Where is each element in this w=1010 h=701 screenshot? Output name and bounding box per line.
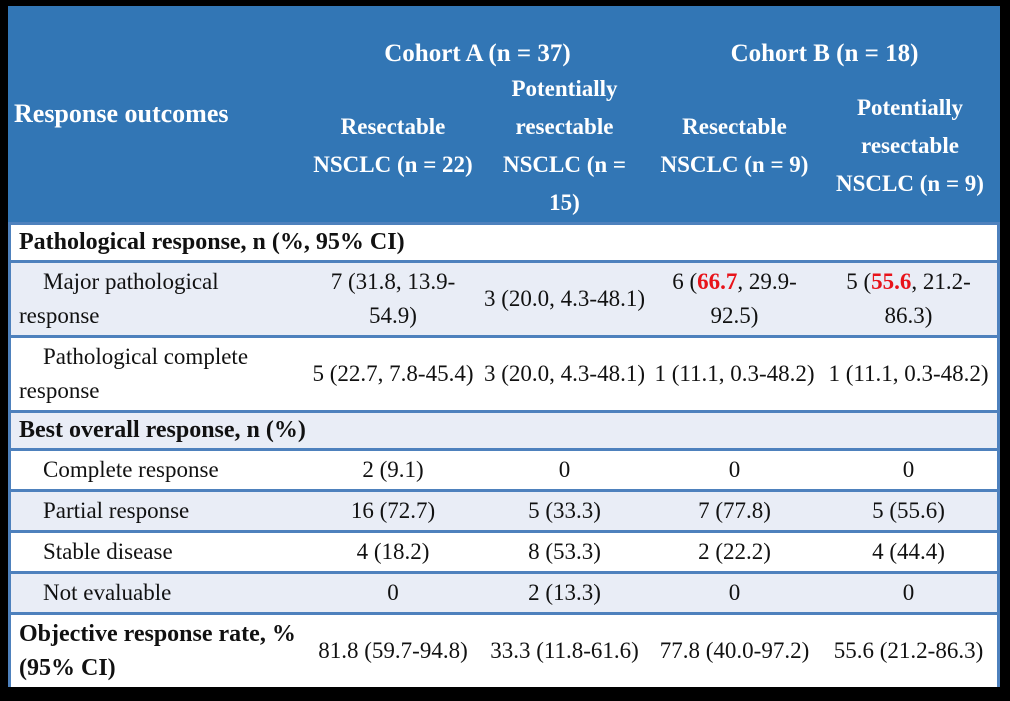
table-row: Major pathological response 7 (31.8, 13.9… — [11, 260, 997, 335]
table-row: Objective response rate, % (95% CI) 81.8 … — [11, 612, 997, 687]
table-row: Partial response 16 (72.7) 5 (33.3) 7 (77.8… — [11, 489, 997, 530]
value-cell: 2 (22.2) — [698, 539, 771, 564]
value-cell: 3 (20.0, 4.3-48.1) — [484, 286, 645, 311]
value-cell: 1 (11.1, 0.3-48.2) — [654, 361, 815, 386]
value-cell: 0 — [387, 580, 399, 605]
row-label-header: Response outcomes — [14, 99, 229, 128]
column-header-resectable-a: Resectable NSCLC (n = 22) — [313, 114, 473, 177]
row-label: Not evaluable — [43, 580, 172, 605]
row-label: Pathological complete response — [19, 344, 249, 403]
table-row: Pathological complete response 5 (22.7, 7… — [11, 335, 997, 410]
value-cell: 0 — [728, 457, 741, 482]
value-cell: 0 — [558, 457, 571, 482]
value-cell: 5 (55.6, 21.2-86.3) — [846, 269, 971, 328]
highlighted-value: 55.6 — [871, 269, 912, 294]
value-cell: 5 (33.3) — [528, 498, 601, 523]
section-label: Best overall response, n (%) — [19, 417, 306, 443]
value-cell: 6 (66.7, 29.9-92.5) — [672, 269, 797, 328]
value-cell: 5 (55.6) — [872, 498, 945, 523]
value-cell: 0 — [902, 580, 915, 605]
value-cell: 55.6 (21.2-86.3) — [833, 638, 984, 663]
section-label: Pathological response, n (%, 95% CI) — [19, 229, 405, 255]
value-cell: 1 (11.1, 0.3-48.2) — [828, 361, 989, 386]
highlighted-value: 66.7 — [697, 269, 738, 294]
value-cell: 77.8 (40.0-97.2) — [659, 638, 810, 663]
cohort-a-header: Cohort A (n = 37) — [384, 40, 571, 67]
value-cell: 0 — [728, 580, 741, 605]
column-header-resectable-b: Resectable NSCLC (n = 9) — [660, 114, 809, 177]
value-cell: 8 (53.3) — [528, 539, 601, 564]
section-row: Best overall response, n (%) — [11, 410, 997, 448]
table-row: Stable disease 4 (18.2) 8 (53.3) 2 (22.2) 4 … — [11, 530, 997, 571]
value-cell: 0 — [902, 457, 915, 482]
value-cell: 7 (77.8) — [698, 498, 771, 523]
table-header: Response outcomes Cohort A (n = 37) Coho… — [8, 6, 1000, 222]
value-cell: 2 (9.1) — [362, 457, 424, 482]
row-label: Complete response — [43, 457, 219, 482]
value-cell: 4 (18.2) — [356, 539, 430, 564]
value-cell: 3 (20.0, 4.3-48.1) — [484, 361, 645, 386]
row-label: Stable disease — [43, 539, 173, 564]
table-body: Pathological response, n (%, 95% CI) Majo… — [8, 222, 1000, 687]
value-cell: 2 (13.3) — [528, 580, 601, 605]
table-row: Not evaluable 0 2 (13.3) 0 0 — [11, 571, 997, 612]
value-cell: 81.8 (59.7-94.8) — [318, 638, 468, 663]
cohort-b-header: Cohort B (n = 18) — [730, 40, 919, 67]
value-cell: 5 (22.7, 7.8-45.4) — [312, 361, 474, 386]
row-label: Major pathological response — [19, 269, 219, 328]
table-row: Complete response 2 (9.1) 0 0 0 — [11, 448, 997, 489]
section-row: Pathological response, n (%, 95% CI) — [11, 222, 997, 260]
value-cell: 33.3 (11.8-61.6) — [490, 638, 639, 663]
column-header-potentially-resectable-a: Potentially resectable NSCLC (n = 15) — [502, 76, 627, 215]
column-header-potentially-resectable-b: Potentially resectable NSCLC (n = 9) — [836, 95, 984, 196]
row-label: Partial response — [43, 498, 190, 523]
value-cell: 7 (31.8, 13.9-54.9) — [330, 269, 456, 328]
row-label: Objective response rate, % (95% CI) — [19, 621, 296, 681]
response-outcomes-table: Response outcomes Cohort A (n = 37) Coho… — [8, 6, 1000, 687]
value-cell: 4 (44.4) — [872, 539, 945, 564]
value-cell: 16 (72.7) — [350, 498, 436, 523]
